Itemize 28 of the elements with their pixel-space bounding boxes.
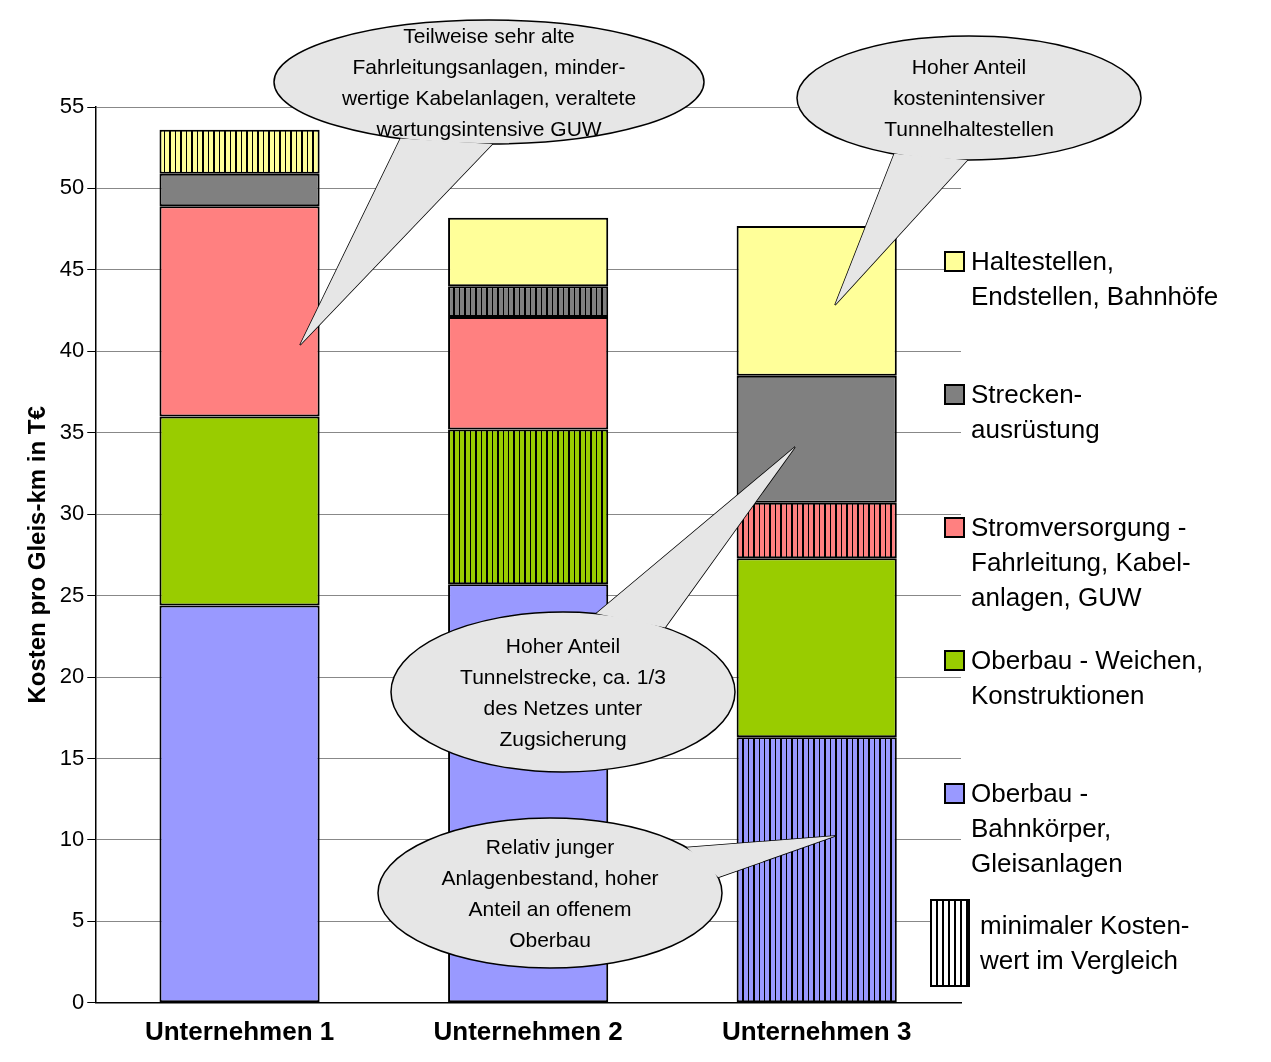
x-tick-label: Unternehmen 2 <box>433 1015 623 1046</box>
text: minimaler Kosten- wert im Vergleich <box>980 909 1190 977</box>
y-tick-label: 35 <box>59 418 85 444</box>
y-tick-label: 5 <box>72 907 85 933</box>
y-tick-label: 0 <box>72 988 85 1014</box>
y-tick-label: 30 <box>59 500 85 526</box>
x-tick-label: Unternehmen 3 <box>722 1015 912 1046</box>
y-tick-label: 50 <box>59 174 85 200</box>
y-tick-label: 55 <box>59 93 85 119</box>
y-tick-label: 10 <box>59 825 85 851</box>
speech-bubble: Hoher Anteil Tunnelstrecke, ca. 1/3 des Netzes unter Zugsicherung <box>390 446 796 773</box>
y-tick-label: 45 <box>59 255 85 281</box>
legend-label: Oberbau - Bahnkörper, Gleisanlagen <box>971 777 1123 880</box>
legend-label: Stromversorgung - Fahrleitung, Kabel- anlagen, GUW <box>971 511 1191 614</box>
legend-label: Haltestellen, Endstellen, Bahnhöfe <box>971 245 1219 313</box>
x-tick-label: Unternehmen 1 <box>144 1015 335 1046</box>
legend-label: Strecken- ausrüstung <box>971 378 1100 446</box>
annotation: Relativ junger Anlagenbestand, hoher Anteil an offenem Oberbau <box>441 834 659 951</box>
y-tick-label: 40 <box>59 337 85 363</box>
annotation: Hoher Anteil kostenintensiver Tunnelhaltestellen <box>884 55 1054 140</box>
legend-label: Oberbau - Weichen, Konstruktionen <box>971 644 1204 712</box>
annotation: Teilweise sehr alte Fahrleitungsanlagen, minder- wertige Kabelanlagen, veraltete wartungsintensive GUW <box>340 23 637 140</box>
y-axis-title: Kosten pro Gleis-km in T€ <box>23 406 51 704</box>
y-tick-label: 25 <box>59 581 85 607</box>
speech-bubble: Teilweise sehr alte Fahrleitungsanlagen, minder- wertige Kabelanlagen, veraltete wartungsintensive GUW <box>273 19 705 346</box>
y-tick-label: 15 <box>59 744 85 770</box>
annotation: Hoher Anteil Tunnelstrecke, ca. 1/3 des Netzes unter Zugsicherung <box>460 633 666 750</box>
y-tick-label: 20 <box>59 663 85 689</box>
